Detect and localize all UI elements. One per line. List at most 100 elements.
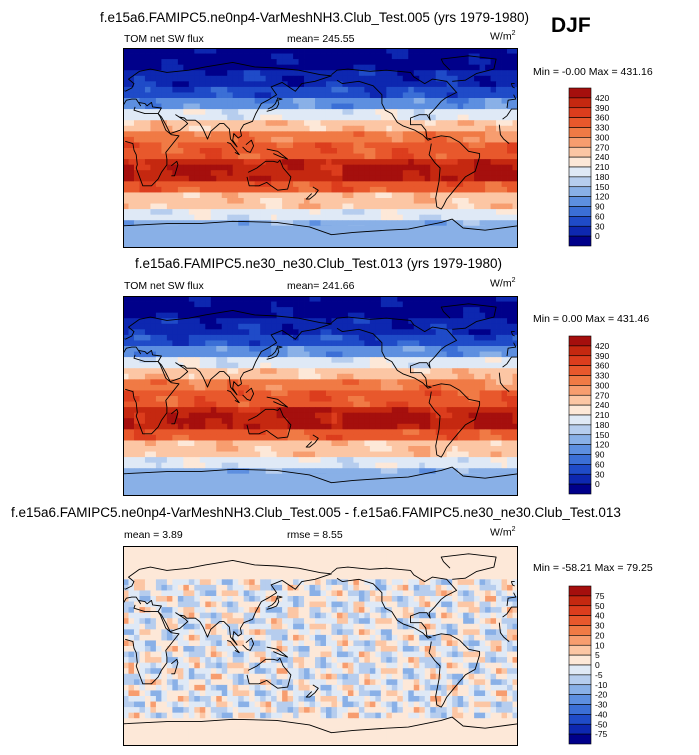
field-cell xyxy=(183,440,190,447)
field-cell xyxy=(139,131,146,138)
field-cell xyxy=(232,429,239,436)
field-cell xyxy=(331,451,338,458)
field-cell xyxy=(172,334,179,341)
field-cell xyxy=(408,81,415,88)
field-cell xyxy=(216,301,223,308)
field-cell xyxy=(408,159,415,166)
field-cell xyxy=(507,423,513,430)
field-cell xyxy=(166,48,173,54)
field-cell xyxy=(380,390,387,397)
field-cell xyxy=(254,351,261,358)
field-cell xyxy=(468,198,475,204)
field-cell xyxy=(133,86,140,93)
field-cell xyxy=(254,396,261,402)
field-cell xyxy=(123,384,129,391)
field-cell xyxy=(331,86,338,93)
field-cell xyxy=(309,362,316,369)
field-cell xyxy=(298,153,305,160)
field-cell xyxy=(490,198,497,204)
field-cell xyxy=(298,351,305,358)
field-cell xyxy=(144,48,151,54)
field-cell xyxy=(144,164,151,171)
field-cell xyxy=(353,312,360,319)
field-cell xyxy=(177,75,184,82)
field-cell xyxy=(293,214,299,221)
field-cell xyxy=(210,312,217,319)
field-cell xyxy=(243,92,250,99)
field-cell xyxy=(238,457,245,464)
field-cell xyxy=(402,214,409,221)
field-cell xyxy=(353,440,360,447)
field-cell xyxy=(501,92,508,99)
field-cell xyxy=(216,340,223,347)
field-cell xyxy=(512,329,518,336)
field-cell xyxy=(221,301,228,308)
field-cell xyxy=(293,368,299,375)
field-cell xyxy=(325,440,332,447)
field-cell xyxy=(463,170,470,177)
field-cell xyxy=(166,301,173,308)
field-cell xyxy=(293,446,299,452)
field-cell xyxy=(507,59,513,66)
field-cell xyxy=(221,142,228,149)
field-cell xyxy=(133,301,140,308)
field-cell xyxy=(375,462,382,469)
field-cell xyxy=(408,198,415,204)
field-cell xyxy=(325,351,332,358)
field-cell xyxy=(216,181,223,188)
field-cell xyxy=(485,209,491,216)
field-cell xyxy=(424,379,431,386)
field-cell xyxy=(238,181,245,188)
field-cell xyxy=(358,70,365,77)
field-cell xyxy=(293,98,299,104)
field-cell xyxy=(271,92,278,99)
field-cell xyxy=(139,434,146,441)
field-cell xyxy=(238,407,245,414)
field-cell xyxy=(435,401,442,408)
field-cell xyxy=(485,131,491,138)
field-cell xyxy=(238,198,245,204)
field-cell xyxy=(485,412,491,419)
field-cell xyxy=(216,136,223,143)
field-cell xyxy=(479,153,486,160)
field-cell xyxy=(304,131,310,138)
field-cell xyxy=(479,120,486,127)
field-cell xyxy=(430,164,437,171)
field-cell xyxy=(260,401,267,408)
field-cell xyxy=(446,390,453,397)
field-cell xyxy=(507,296,513,302)
field-cell xyxy=(221,48,228,54)
field-cell xyxy=(194,451,201,458)
field-cell xyxy=(150,120,157,127)
field-cell xyxy=(183,351,190,358)
field-cell xyxy=(342,53,349,60)
field-cell xyxy=(205,423,212,430)
field-cell xyxy=(446,434,453,441)
field-cell xyxy=(391,418,398,425)
field-cell xyxy=(485,181,491,188)
field-cell xyxy=(194,457,201,464)
field-cell xyxy=(199,131,206,138)
field-cell xyxy=(501,340,508,347)
field-cell xyxy=(369,390,376,397)
field-cell xyxy=(457,379,464,386)
field-cell xyxy=(128,64,135,71)
field-cell xyxy=(474,323,480,330)
field-cell xyxy=(172,318,179,325)
field-cell xyxy=(479,181,486,188)
field-cell xyxy=(485,142,491,149)
field-cell xyxy=(309,301,316,308)
field-cell xyxy=(271,390,278,397)
field-cell xyxy=(166,86,173,93)
field-cell xyxy=(468,214,475,221)
field-cell xyxy=(386,457,393,464)
field-cell xyxy=(331,153,338,160)
field-cell xyxy=(457,346,464,352)
field-cell xyxy=(232,351,239,358)
field-cell xyxy=(501,429,508,436)
field-cell xyxy=(282,312,288,319)
field-cell xyxy=(496,198,502,204)
field-cell xyxy=(260,462,267,469)
field-cell xyxy=(123,429,129,436)
field-cell xyxy=(463,412,470,419)
